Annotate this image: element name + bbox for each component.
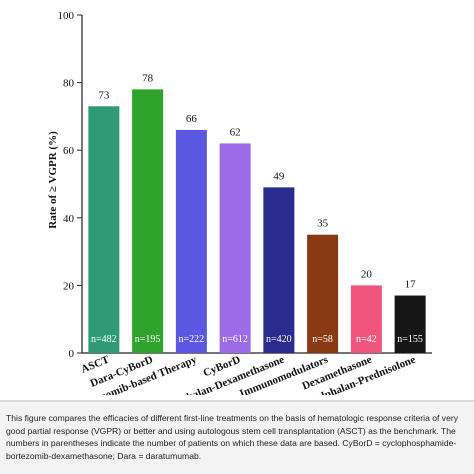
bar-1 xyxy=(88,106,120,353)
y-tick-label: 20 xyxy=(63,280,75,292)
data-label: 17 xyxy=(405,279,417,291)
n-label: n=222 xyxy=(179,334,205,345)
bars xyxy=(88,89,426,354)
y-axis-label: Rate of ≥ VGPR (%) xyxy=(47,131,59,229)
bar-7 xyxy=(350,285,382,353)
caption-text: This figure compares the efficacies of d… xyxy=(6,413,459,461)
caption-divider xyxy=(0,400,474,402)
data-label: 78 xyxy=(142,72,154,84)
n-label: n=195 xyxy=(135,334,161,345)
n-label: n=155 xyxy=(397,334,423,345)
n-label: n=420 xyxy=(266,334,292,345)
bar-4 xyxy=(219,143,251,353)
bar-6 xyxy=(307,234,339,353)
y-tick-label: 100 xyxy=(58,10,75,22)
bar-8 xyxy=(394,295,426,353)
bar-3 xyxy=(175,129,207,353)
bar-2 xyxy=(132,89,164,354)
y-tick-label: 0 xyxy=(69,348,75,360)
y-tick-label: 60 xyxy=(63,145,75,157)
y-tick-label: 40 xyxy=(63,213,75,225)
data-label: 66 xyxy=(186,113,198,125)
n-label: n=482 xyxy=(91,334,117,345)
n-label: n=42 xyxy=(356,334,377,345)
data-label: 73 xyxy=(98,89,110,101)
data-label: 49 xyxy=(273,170,285,182)
data-label: 20 xyxy=(361,268,373,280)
y-tick-label: 80 xyxy=(63,78,75,90)
n-label: n=612 xyxy=(222,334,248,345)
bar-5 xyxy=(263,187,295,353)
data-label: 62 xyxy=(230,126,241,138)
data-label: 35 xyxy=(317,218,329,230)
figure-caption: This figure compares the efficacies of d… xyxy=(0,400,474,474)
n-label: n=58 xyxy=(312,334,333,345)
